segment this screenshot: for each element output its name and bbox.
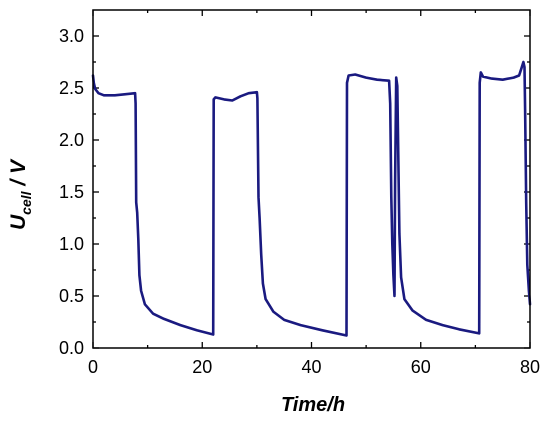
- y-tick-labels: 0.0 0.5 1.0 1.5 2.0 2.5 3.0: [59, 26, 84, 358]
- y-axis-title-main: U: [7, 214, 30, 230]
- y-tick-label: 1.0: [59, 234, 84, 254]
- x-tick-label: 0: [88, 357, 98, 377]
- y-tick-label: 0.5: [59, 286, 84, 306]
- axis-ticks: [92, 10, 531, 349]
- x-tick-label: 20: [192, 357, 212, 377]
- plot-frame: [92, 9, 531, 349]
- y-tick-label: 0.0: [59, 338, 84, 358]
- y-tick-label: 2.0: [59, 130, 84, 150]
- x-tick-label: 40: [301, 357, 321, 377]
- y-tick-label: 1.5: [59, 182, 84, 202]
- x-axis-title: Time/h: [281, 394, 345, 416]
- series-line: [91, 60, 532, 337]
- y-tick-label: 2.5: [59, 78, 84, 98]
- x-tick-labels: 0 20 40 60 80: [88, 357, 540, 377]
- x-tick-label: 80: [520, 357, 540, 377]
- y-axis-title: Ucell / V: [7, 158, 34, 230]
- y-axis-title-sub: cell: [18, 190, 34, 214]
- y-axis-title-rest: / V: [7, 158, 30, 192]
- x-tick-label: 60: [411, 357, 431, 377]
- y-tick-label: 3.0: [59, 26, 84, 46]
